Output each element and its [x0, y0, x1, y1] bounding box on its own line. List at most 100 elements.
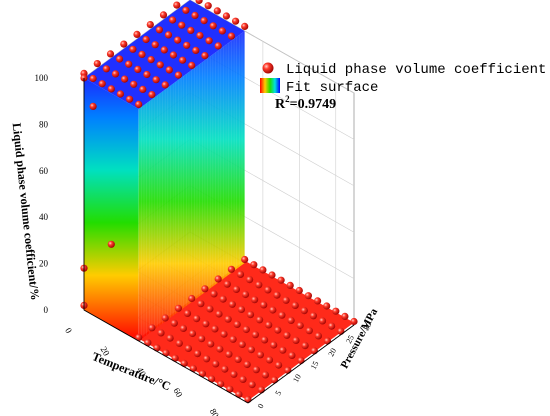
- data-point: [251, 331, 259, 339]
- data-point: [213, 7, 221, 15]
- data-point: [241, 22, 249, 30]
- data-point: [139, 85, 147, 93]
- data-point: [195, 0, 203, 5]
- data-point: [146, 21, 154, 29]
- data-point: [188, 329, 197, 338]
- data-point: [328, 322, 336, 330]
- data-point: [337, 327, 345, 335]
- data-point: [273, 291, 281, 299]
- data-point: [270, 376, 279, 384]
- data-point: [236, 270, 245, 278]
- data-point: [256, 351, 264, 359]
- data-point: [259, 266, 267, 274]
- data-point: [284, 366, 292, 374]
- data-point: [250, 261, 258, 269]
- data-point: [148, 324, 156, 332]
- data-point: [130, 80, 138, 88]
- data-point: [210, 290, 218, 298]
- data-point: [277, 276, 285, 284]
- data-point: [341, 312, 349, 320]
- data-point: [226, 385, 234, 393]
- z-tick-label: 20: [39, 259, 49, 269]
- data-point: [193, 315, 201, 323]
- data-point: [152, 76, 160, 84]
- z-tick-label: 100: [35, 73, 49, 83]
- data-point: [291, 301, 299, 309]
- legend: Liquid phase volume coefficient Fit surf…: [260, 62, 546, 96]
- data-point: [282, 296, 290, 304]
- data-point: [239, 375, 247, 383]
- data-point: [153, 344, 161, 352]
- data-point: [269, 306, 277, 314]
- z-axis-title: Liquid phase volume coefficient/%: [10, 122, 43, 301]
- data-point: [138, 50, 146, 59]
- data-point: [295, 286, 303, 295]
- data-point: [251, 296, 259, 304]
- y-tick-label: 5: [273, 389, 283, 397]
- data-point: [164, 31, 173, 39]
- axis-line: [247, 324, 355, 404]
- z-tick-label: 40: [39, 212, 49, 222]
- data-point: [215, 310, 223, 318]
- data-point: [107, 85, 115, 93]
- data-point: [201, 52, 209, 60]
- data-point: [151, 41, 159, 49]
- data-point: [305, 327, 313, 335]
- data-point: [134, 65, 142, 73]
- data-point: [261, 336, 269, 344]
- data-point: [126, 95, 134, 103]
- data-point: [296, 321, 304, 330]
- data-point: [197, 300, 205, 308]
- data-point: [106, 50, 115, 58]
- data-point: [265, 321, 273, 329]
- data-point: [238, 340, 246, 348]
- r2-annotation: R2=0.9749: [275, 94, 336, 112]
- data-point: [89, 74, 97, 83]
- data-point: [225, 350, 233, 358]
- data-point: [227, 32, 235, 40]
- data-point: [223, 280, 231, 288]
- data-point: [178, 21, 186, 29]
- data-points: [80, 0, 358, 404]
- data-point: [183, 41, 191, 49]
- data-point: [135, 333, 143, 342]
- data-point: [323, 337, 332, 345]
- x-tick-label: 80: [208, 407, 221, 416]
- data-point: [166, 334, 174, 342]
- data-point: [218, 27, 226, 35]
- data-point: [125, 60, 133, 68]
- data-point: [300, 307, 308, 315]
- z-tick-label: 0: [44, 305, 49, 315]
- data-point: [174, 36, 182, 44]
- y-tick-label: 25: [344, 334, 356, 345]
- data-point: [169, 16, 177, 24]
- data-point: [309, 312, 317, 320]
- data-point: [278, 311, 286, 319]
- data-point: [287, 316, 295, 324]
- data-point: [314, 332, 322, 340]
- fit-surface-front: [84, 78, 139, 341]
- data-point: [214, 42, 222, 50]
- data-point: [235, 390, 243, 398]
- axis-line: [83, 309, 249, 404]
- data-point: [202, 320, 210, 328]
- y-tick-label: 10: [291, 373, 303, 384]
- data-point: [135, 100, 143, 108]
- data-point: [129, 45, 137, 53]
- legend-marker-observations: [262, 62, 274, 74]
- data-point: [209, 22, 217, 30]
- data-point: [187, 26, 195, 34]
- data-point: [261, 371, 269, 379]
- data-point: [174, 71, 182, 79]
- data-point: [162, 349, 170, 357]
- data-point: [247, 346, 255, 354]
- x-tick-label: 0: [63, 326, 74, 335]
- data-point: [200, 17, 208, 25]
- data-point: [102, 65, 110, 73]
- data-point: [198, 335, 206, 343]
- legend-label-surface: Fit surface: [286, 80, 378, 96]
- data-point: [228, 300, 236, 308]
- data-point: [227, 265, 235, 273]
- data-point: [111, 70, 120, 78]
